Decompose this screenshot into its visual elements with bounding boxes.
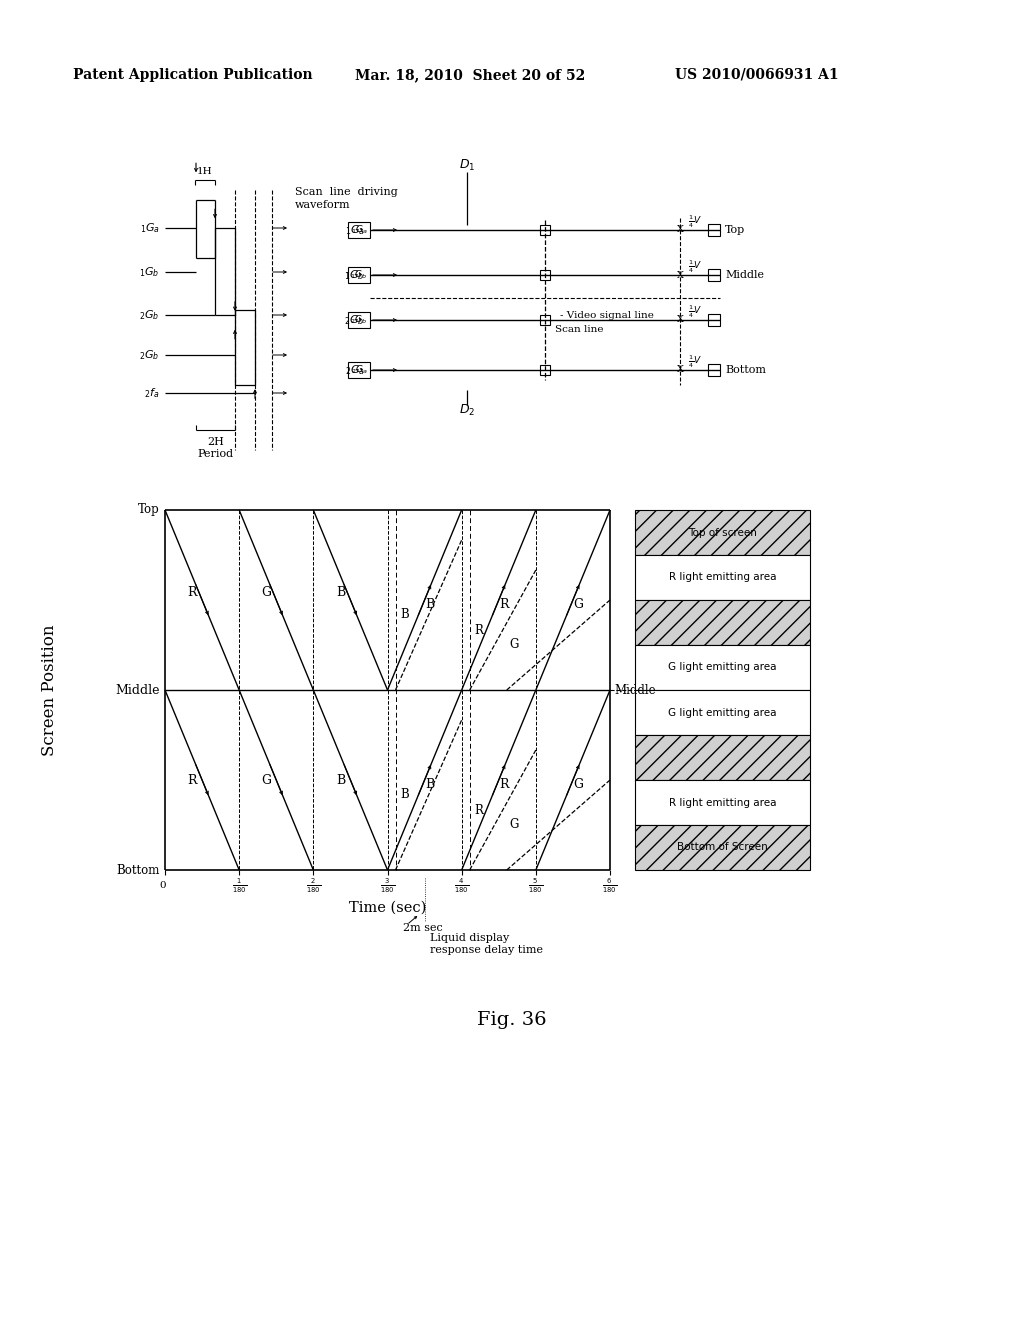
Text: waveform: waveform: [295, 201, 350, 210]
Text: $_2G_b$: $_2G_b$: [344, 313, 365, 327]
Text: $\frac{1}{4}V$: $\frac{1}{4}V$: [688, 259, 701, 276]
Bar: [348, 222, 370, 238]
Text: R: R: [187, 586, 197, 598]
Bar: [540, 224, 550, 235]
Text: Middle: Middle: [614, 684, 655, 697]
Text: 1H: 1H: [198, 168, 213, 177]
Text: R: R: [475, 623, 483, 636]
Text: B: B: [425, 779, 434, 792]
Text: $D_1$: $D_1$: [459, 157, 475, 173]
Text: Middle: Middle: [725, 271, 764, 280]
Bar: [348, 362, 370, 378]
Text: G: G: [572, 779, 583, 792]
Text: $\frac{5}{180}$: $\frac{5}{180}$: [528, 876, 544, 895]
Text: $_1G_a$: $_1G_a$: [350, 224, 368, 236]
Text: Scan line: Scan line: [555, 326, 603, 334]
Text: X: X: [677, 271, 683, 280]
Text: $\frac{1}{4}V$: $\frac{1}{4}V$: [688, 214, 701, 230]
Text: G light emitting area: G light emitting area: [669, 663, 777, 672]
Text: $_1G_b$: $_1G_b$: [350, 269, 368, 281]
Text: G: G: [261, 586, 271, 598]
Text: X: X: [677, 226, 683, 235]
Text: B: B: [400, 788, 410, 801]
Text: US 2010/0066931 A1: US 2010/0066931 A1: [675, 69, 839, 82]
Text: $_1G_a$: $_1G_a$: [140, 220, 160, 235]
Text: $_1G_b$: $_1G_b$: [344, 268, 365, 282]
Text: $_2G_b$: $_2G_b$: [139, 308, 160, 322]
Text: $\frac{1}{180}$: $\frac{1}{180}$: [231, 876, 247, 895]
Text: $_1G_b$: $_1G_b$: [139, 265, 160, 279]
Text: Liquid display: Liquid display: [430, 933, 509, 942]
Text: Mar. 18, 2010  Sheet 20 of 52: Mar. 18, 2010 Sheet 20 of 52: [355, 69, 586, 82]
Text: $_2G_b$: $_2G_b$: [350, 314, 368, 326]
Bar: [348, 267, 370, 282]
Text: $_2G_a$: $_2G_a$: [350, 364, 368, 376]
Text: G: G: [510, 639, 519, 652]
Text: Bottom: Bottom: [117, 863, 160, 876]
Bar: [708, 224, 720, 236]
Text: Bottom of Screen: Bottom of Screen: [677, 842, 768, 853]
Text: X: X: [677, 315, 683, 325]
Text: Top: Top: [725, 224, 745, 235]
Text: $\frac{4}{180}$: $\frac{4}{180}$: [455, 876, 469, 895]
Text: Middle: Middle: [116, 684, 160, 697]
Text: Fig. 36: Fig. 36: [477, 1011, 547, 1030]
Text: R: R: [499, 598, 509, 611]
Bar: [635, 601, 810, 645]
Bar: [540, 366, 550, 375]
Text: $\frac{6}{180}$: $\frac{6}{180}$: [602, 876, 617, 895]
Text: Screen Position: Screen Position: [42, 624, 58, 756]
Text: 0: 0: [160, 880, 166, 890]
Text: Time (sec): Time (sec): [349, 902, 426, 915]
Text: R: R: [475, 804, 483, 817]
Text: $\frac{2}{180}$: $\frac{2}{180}$: [306, 876, 321, 895]
Text: - Video signal line: - Video signal line: [560, 310, 654, 319]
Text: B: B: [336, 774, 345, 787]
Bar: [635, 780, 810, 825]
Bar: [635, 645, 810, 690]
Text: $\frac{3}{180}$: $\frac{3}{180}$: [380, 876, 395, 895]
Bar: [635, 825, 810, 870]
Bar: [635, 690, 810, 735]
Text: B: B: [336, 586, 345, 598]
Text: B: B: [425, 598, 434, 611]
Text: G: G: [261, 774, 271, 787]
Text: 2H: 2H: [207, 437, 224, 447]
Bar: [635, 510, 810, 554]
Text: response delay time: response delay time: [430, 945, 543, 954]
Text: R: R: [187, 774, 197, 787]
Text: $_2G_a$: $_2G_a$: [345, 363, 365, 378]
Bar: [708, 269, 720, 281]
Text: $D_2$: $D_2$: [459, 403, 475, 417]
Text: Period: Period: [198, 449, 233, 459]
Text: Top of screen: Top of screen: [688, 528, 757, 537]
Text: G: G: [572, 598, 583, 611]
Text: G: G: [510, 818, 519, 832]
Bar: [708, 364, 720, 376]
Text: B: B: [400, 609, 410, 622]
Text: R light emitting area: R light emitting area: [669, 797, 776, 808]
Bar: [635, 554, 810, 601]
Text: X: X: [677, 366, 683, 375]
Text: $\frac{1}{4}V$: $\frac{1}{4}V$: [688, 354, 701, 371]
Text: G light emitting area: G light emitting area: [669, 708, 777, 718]
Text: $\frac{1}{4}V$: $\frac{1}{4}V$: [688, 304, 701, 321]
Text: 2m sec: 2m sec: [402, 923, 442, 933]
Text: R light emitting area: R light emitting area: [669, 573, 776, 582]
Text: $_1G_a$: $_1G_a$: [345, 223, 365, 236]
Text: Bottom: Bottom: [725, 366, 766, 375]
Bar: [540, 271, 550, 280]
Bar: [708, 314, 720, 326]
Text: Scan  line  driving: Scan line driving: [295, 187, 397, 197]
Text: R: R: [499, 779, 509, 792]
Text: $_2f_a$: $_2f_a$: [144, 385, 160, 400]
Text: Top: Top: [138, 503, 160, 516]
Bar: [540, 315, 550, 325]
Bar: [635, 735, 810, 780]
Text: Patent Application Publication: Patent Application Publication: [73, 69, 312, 82]
Bar: [348, 312, 370, 327]
Text: $_2G_b$: $_2G_b$: [139, 348, 160, 362]
